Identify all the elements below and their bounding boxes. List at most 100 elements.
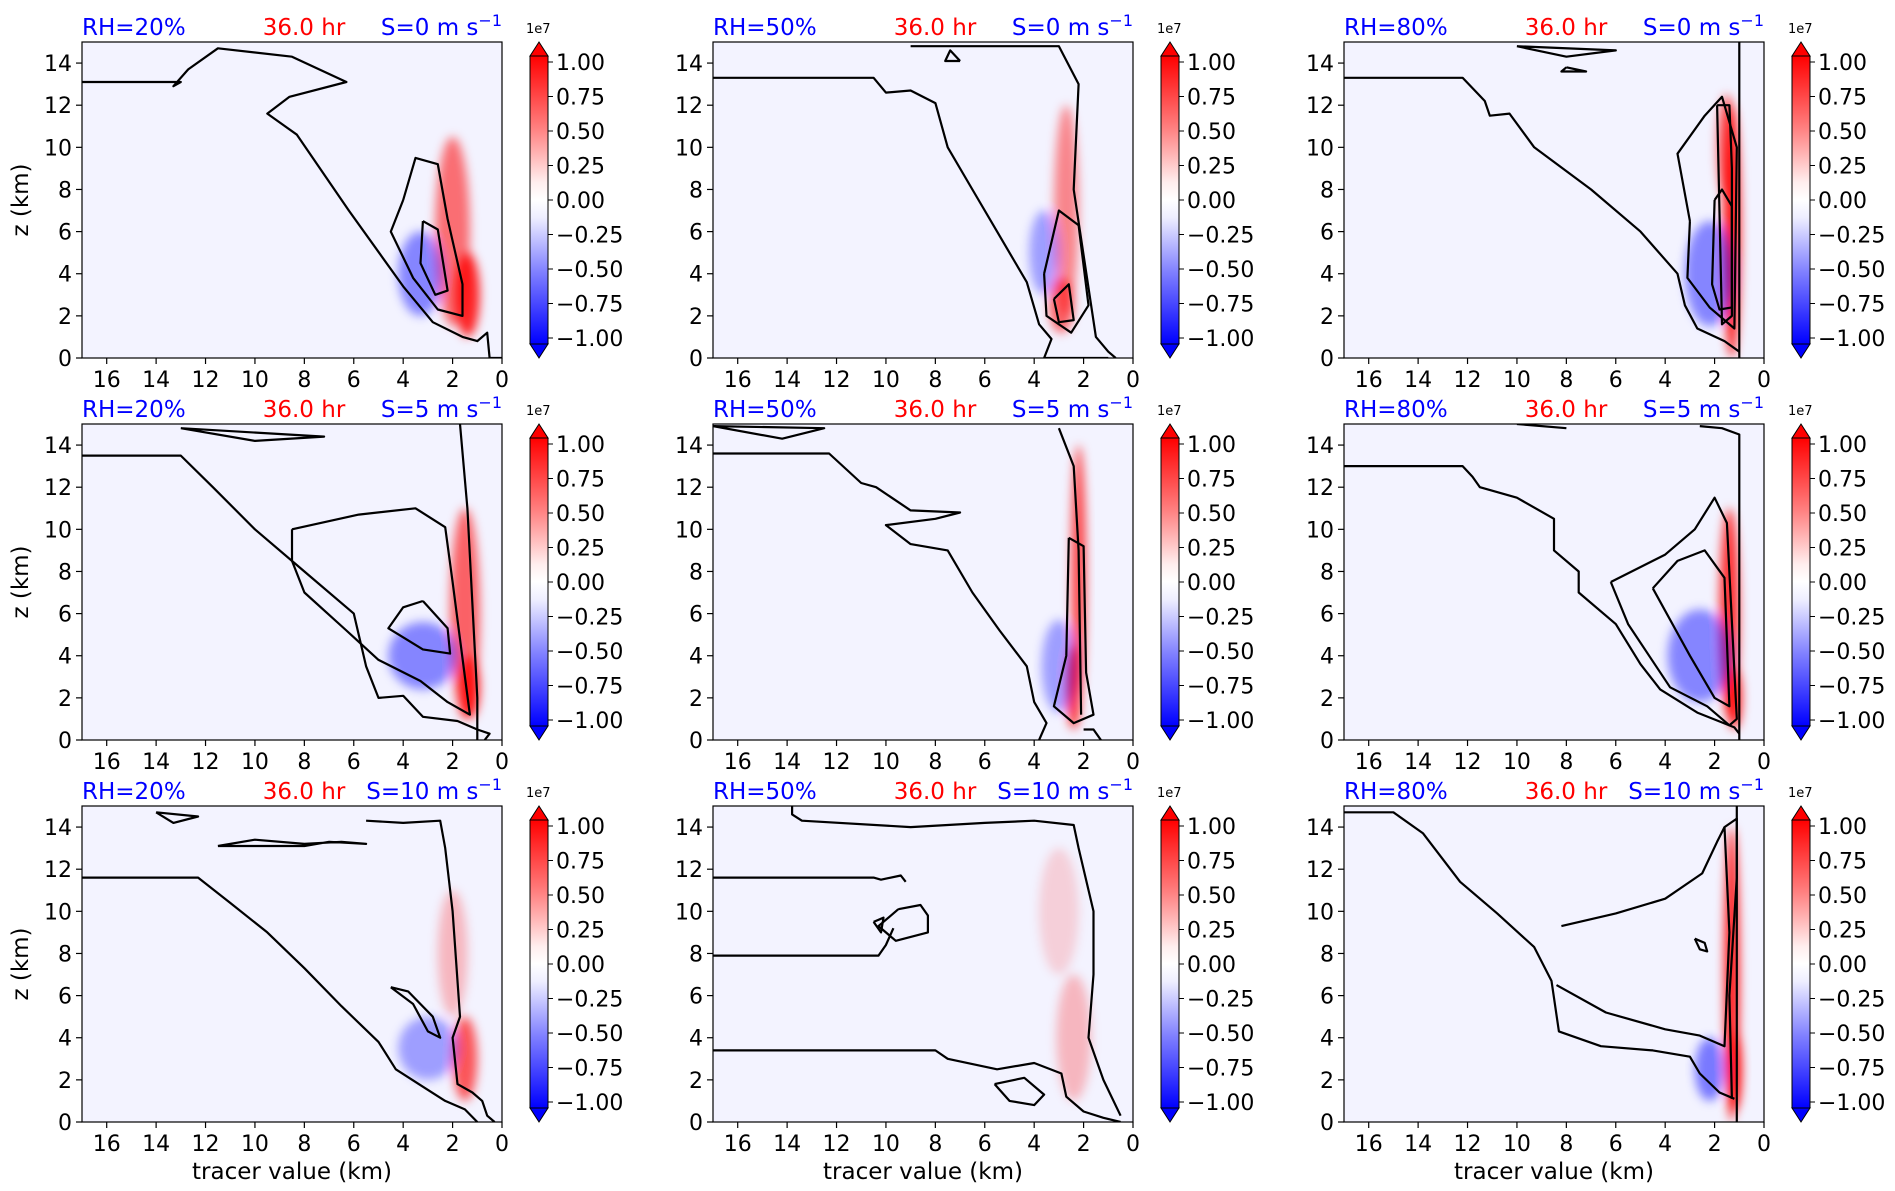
x-tick-label: 6 xyxy=(347,368,361,393)
y-tick-label: 2 xyxy=(1320,1069,1334,1094)
plot-background xyxy=(1344,806,1764,1122)
contour-line xyxy=(419,220,449,296)
chart-panel-0-2: 16 14 12 10 8 6 4 2 0 0 2 4 6 8 10 12 14 RH=80% 36.0 hr S=0… xyxy=(1306,11,1885,393)
contour-line xyxy=(217,838,368,848)
x-tick-label: 14 xyxy=(1404,750,1432,775)
contour-line xyxy=(1676,95,1738,330)
plot-frame xyxy=(81,423,503,741)
x-tick-label: 10 xyxy=(872,1132,900,1157)
x-tick-label: 4 xyxy=(396,1132,410,1157)
x-tick-label: 14 xyxy=(1404,1132,1432,1157)
y-tick-label: 10 xyxy=(675,900,703,925)
y-tick-label: 4 xyxy=(58,1027,72,1052)
y-tick-label: 2 xyxy=(58,687,72,712)
plot-frame xyxy=(712,805,1134,1123)
colorbar-tick-label: 0.25 xyxy=(1187,537,1236,562)
chart-panel-1-1: 16 14 12 10 8 6 4 2 0 0 2 4 6 8 10 12 14 RH=50% 36.0 hr S=5… xyxy=(675,393,1254,775)
positive-anomaly xyxy=(1726,666,1742,730)
colorbar-tick-label: −0.75 xyxy=(556,1057,623,1082)
colorbar-tick-label: −0.50 xyxy=(556,640,623,665)
rh-label: RH=20% xyxy=(82,779,186,805)
time-label: 36.0 hr xyxy=(263,397,346,423)
colorbar-multiplier: 1e7 xyxy=(1157,786,1182,801)
colorbar-tick-label: −0.75 xyxy=(1187,293,1254,318)
x-tick-label: 12 xyxy=(1454,368,1482,393)
y-tick-label: 12 xyxy=(44,94,72,119)
shear-label: S=0 m s−1 xyxy=(1012,11,1133,41)
y-tick-label: 2 xyxy=(689,1069,703,1094)
x-tick-label: 6 xyxy=(978,750,992,775)
shaded-field xyxy=(1039,848,1092,1101)
x-tick-label: 10 xyxy=(241,368,269,393)
shear-label: S=5 m s−1 xyxy=(1012,393,1133,423)
y-tick-label: 0 xyxy=(58,1111,72,1136)
y-tick-label: 4 xyxy=(689,645,703,670)
shear-label: S=0 m s−1 xyxy=(1643,11,1764,41)
negative-anomaly xyxy=(1694,1037,1725,1101)
colorbar-tick-label: 0.50 xyxy=(1187,120,1236,145)
colorbar-tick-label: 0.75 xyxy=(1187,850,1236,875)
colorbar-tick-label: 0.75 xyxy=(1818,468,1867,493)
rh-label: RH=80% xyxy=(1344,397,1448,423)
y-tick-label: 12 xyxy=(675,858,703,883)
colorbar-tick-label: −1.00 xyxy=(556,327,623,352)
x-tick-label: 2 xyxy=(1708,368,1722,393)
y-tick-label: 6 xyxy=(1320,603,1334,628)
time-label: 36.0 hr xyxy=(1525,15,1608,41)
x-tick-label: 0 xyxy=(1126,368,1140,393)
contour-line xyxy=(1344,465,1741,735)
x-tick-label: 8 xyxy=(1559,1132,1573,1157)
shear-label: S=5 m s−1 xyxy=(381,393,502,423)
x-tick-label: 14 xyxy=(773,368,801,393)
x-tick-label: 16 xyxy=(1355,1132,1383,1157)
colorbar-tick-label: 0.00 xyxy=(1818,571,1867,596)
x-tick-label: 2 xyxy=(1077,1132,1091,1157)
contour-line xyxy=(1516,424,1567,430)
colorbar-tick-label: −0.25 xyxy=(556,606,623,631)
y-tick-label: 12 xyxy=(675,94,703,119)
colorbar: 1e7 1.00 0.75 0.50 0.25 0.00 −0.25 −0.50 −0.75 −1… xyxy=(1788,786,1885,1123)
colorbar-multiplier: 1e7 xyxy=(1788,404,1813,419)
y-axis-label: z (km) xyxy=(8,163,34,236)
colorbar-max-extend xyxy=(1791,41,1811,57)
colorbar-tick-label: −0.50 xyxy=(1818,1022,1885,1047)
y-tick-label: 0 xyxy=(58,347,72,372)
colorbar-multiplier: 1e7 xyxy=(526,786,551,801)
y-tick-label: 10 xyxy=(44,136,72,161)
contour-line xyxy=(1043,209,1090,334)
x-tick-label: 2 xyxy=(1077,368,1091,393)
colorbar-min-extend xyxy=(1791,725,1811,741)
contour-line xyxy=(390,986,442,1039)
colorbar-tick-label: 0.50 xyxy=(1187,884,1236,909)
x-tick-label: 6 xyxy=(1609,1132,1623,1157)
colorbar-tick-label: −1.00 xyxy=(556,1091,623,1116)
colorbar-body xyxy=(1160,437,1180,727)
colorbar-tick-label: 0.50 xyxy=(1187,502,1236,527)
colorbar-multiplier: 1e7 xyxy=(1157,22,1182,37)
colorbar-body xyxy=(529,437,549,727)
contour-line xyxy=(1609,496,1738,727)
colorbar: 1e7 1.00 0.75 0.50 0.25 0.00 −0.25 −0.50 −0.75 −1… xyxy=(1788,404,1885,741)
x-tick-label: 0 xyxy=(1757,368,1771,393)
x-tick-label: 16 xyxy=(1355,368,1383,393)
chart-panel-2-0: 16 14 12 10 8 6 4 2 0 0 2 4 6 8 10 12 14 RH=20% 36.0 hr S=1… xyxy=(8,775,623,1185)
colorbar-tick-label: 0.00 xyxy=(1187,571,1236,596)
colorbar-min-extend xyxy=(529,725,549,741)
contour-line xyxy=(387,599,452,655)
y-axis-label: z (km) xyxy=(8,545,34,618)
chart-panel-0-1: 16 14 12 10 8 6 4 2 0 0 2 4 6 8 10 12 14 RH=50% 36.0 hr S=0… xyxy=(675,11,1254,393)
x-tick-label: 12 xyxy=(823,1132,851,1157)
contour-line xyxy=(1516,45,1617,58)
x-tick-label: 14 xyxy=(773,750,801,775)
colorbar-tick-label: −1.00 xyxy=(1818,1091,1885,1116)
x-tick-label: 10 xyxy=(872,368,900,393)
x-tick-label: 6 xyxy=(1609,750,1623,775)
colorbar-body xyxy=(1160,819,1180,1109)
x-tick-label: 16 xyxy=(93,368,121,393)
colorbar-tick-label: −0.25 xyxy=(1818,224,1885,249)
positive-anomaly xyxy=(1039,848,1079,975)
x-tick-label: 2 xyxy=(446,368,460,393)
colorbar-max-extend xyxy=(529,41,549,57)
x-tick-label: 12 xyxy=(1454,1132,1482,1157)
shaded-field xyxy=(1667,508,1742,730)
